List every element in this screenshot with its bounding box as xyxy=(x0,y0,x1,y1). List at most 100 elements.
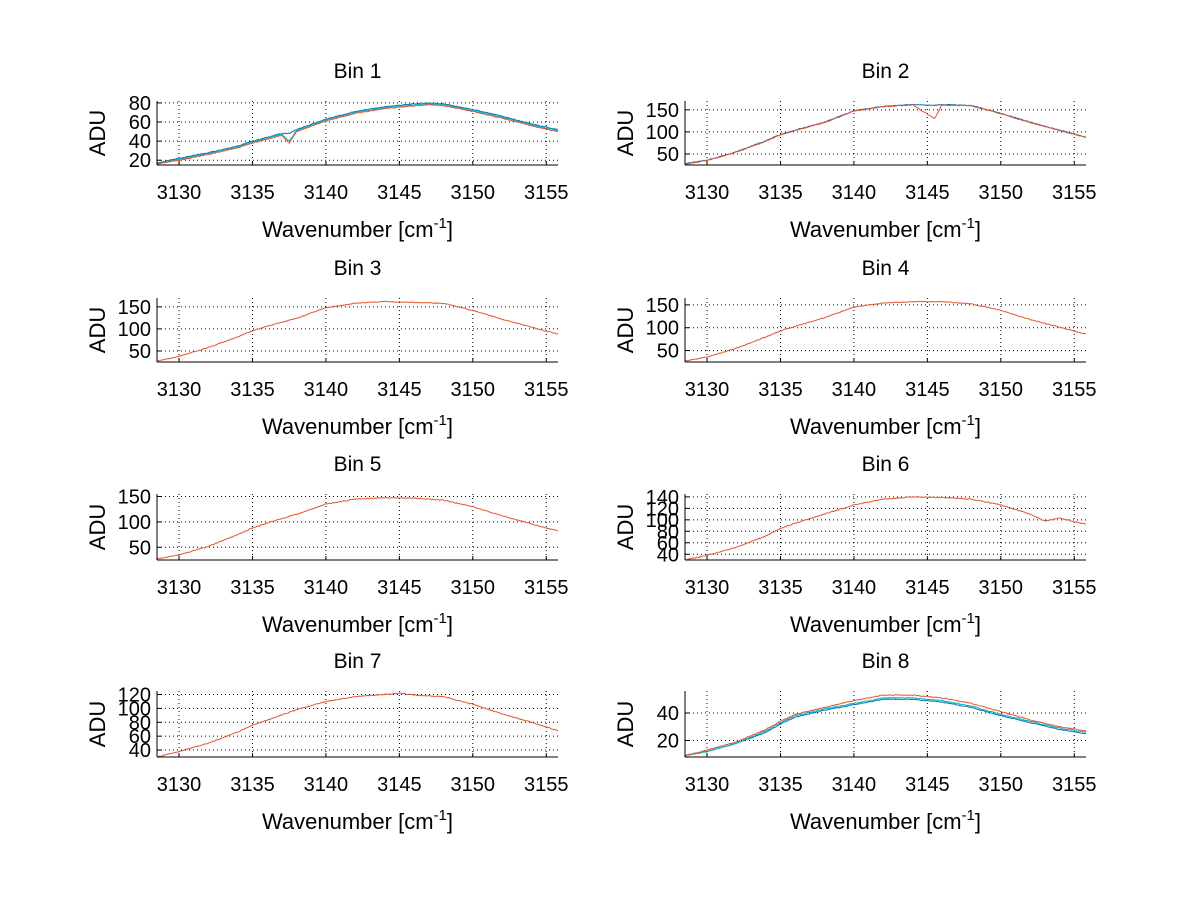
x-axis-label-bracket: ] xyxy=(447,809,453,834)
x-tick-label: 3145 xyxy=(377,182,422,204)
y-tick-label: 40 xyxy=(129,740,151,762)
y-axis-label: ADU xyxy=(85,110,110,156)
x-tick-label: 3130 xyxy=(157,577,202,599)
x-axis-label-text: Wavenumber [cm xyxy=(262,612,434,637)
x-axis-label-text: Wavenumber [cm xyxy=(262,217,434,242)
x-axis-label-superscript: -1 xyxy=(434,412,447,429)
y-axis-label: ADU xyxy=(613,504,638,550)
x-axis-label: Wavenumber [cm-1] xyxy=(262,215,453,242)
x-tick-label: 3150 xyxy=(451,379,496,401)
y-tick-label: 50 xyxy=(657,144,679,166)
y-tick-label: 50 xyxy=(129,341,151,363)
y-axis-label: ADU xyxy=(613,701,638,747)
x-axis-label-superscript: -1 xyxy=(962,807,975,824)
x-tick-label: 3130 xyxy=(685,182,730,204)
x-axis-label: Wavenumber [cm-1] xyxy=(790,215,981,242)
x-axis-label: Wavenumber [cm-1] xyxy=(790,807,981,834)
x-tick-label: 3150 xyxy=(979,182,1024,204)
chart-title: Bin 7 xyxy=(334,650,382,673)
series-line-1 xyxy=(156,496,559,560)
y-tick-label: 40 xyxy=(657,703,679,725)
x-tick-label: 3140 xyxy=(304,774,349,796)
x-axis-label: Wavenumber [cm-1] xyxy=(262,610,453,637)
x-axis-label-text: Wavenumber [cm xyxy=(790,809,962,834)
x-axis-label: Wavenumber [cm-1] xyxy=(790,412,981,439)
x-tick-label: 3145 xyxy=(377,577,422,599)
x-tick-label: 3140 xyxy=(832,379,877,401)
x-tick-label: 3135 xyxy=(758,182,803,204)
y-axis-label: ADU xyxy=(613,307,638,353)
x-tick-label: 3150 xyxy=(979,577,1024,599)
y-axis-label: ADU xyxy=(85,307,110,353)
series-line-3 xyxy=(684,694,1087,757)
x-tick-label: 3150 xyxy=(451,774,496,796)
y-axis-label: ADU xyxy=(613,110,638,156)
y-tick-label: 120 xyxy=(646,498,679,520)
y-tick-label: 150 xyxy=(118,297,151,319)
y-tick-label: 80 xyxy=(657,521,679,543)
x-tick-label: 3130 xyxy=(685,774,730,796)
x-tick-label: 3140 xyxy=(304,379,349,401)
x-tick-label: 3135 xyxy=(230,774,275,796)
x-tick-label: 3155 xyxy=(524,182,569,204)
x-axis-label-superscript: -1 xyxy=(434,807,447,824)
x-tick-label: 3140 xyxy=(832,182,877,204)
y-tick-label: 100 xyxy=(646,318,679,340)
subplot-bin-8: 3130 3135 3140 3145 3150 3155 20 40 Bin 8 Wavenum… xyxy=(613,650,1096,834)
y-tick-label: 150 xyxy=(646,295,679,317)
x-tick-label: 3150 xyxy=(451,577,496,599)
series-line-3 xyxy=(156,104,559,165)
x-tick-label: 3155 xyxy=(524,774,569,796)
subplot-bin-5: 3130 3135 3140 3145 3150 3155 50 100 150 Bin 5 Wav… xyxy=(85,453,568,637)
x-tick-label: 3155 xyxy=(1052,379,1097,401)
series-line-2 xyxy=(684,696,1086,757)
x-axis-label-bracket: ] xyxy=(975,612,981,637)
x-axis-label-bracket: ] xyxy=(975,809,981,834)
x-tick-label: 3135 xyxy=(758,577,803,599)
x-axis-label-superscript: -1 xyxy=(962,610,975,627)
series-line-1 xyxy=(156,692,559,758)
chart-title: Bin 6 xyxy=(862,453,910,476)
y-tick-label: 60 xyxy=(129,726,151,748)
x-tick-label: 3150 xyxy=(979,379,1024,401)
x-axis-label-bracket: ] xyxy=(447,217,453,242)
series-line-1 xyxy=(684,698,1087,757)
x-tick-label: 3155 xyxy=(1052,577,1097,599)
y-tick-label: 150 xyxy=(118,487,151,509)
x-tick-label: 3155 xyxy=(524,577,569,599)
y-tick-label: 120 xyxy=(118,684,151,706)
x-axis-label: Wavenumber [cm-1] xyxy=(262,412,453,439)
x-axis-label-bracket: ] xyxy=(975,217,981,242)
y-tick-label: 100 xyxy=(118,512,151,534)
x-tick-label: 3145 xyxy=(905,379,950,401)
y-tick-label: 100 xyxy=(118,319,151,341)
y-tick-label: 100 xyxy=(118,698,151,720)
x-tick-label: 3130 xyxy=(157,379,202,401)
x-tick-label: 3145 xyxy=(377,774,422,796)
x-tick-label: 3155 xyxy=(1052,774,1097,796)
x-axis-label-text: Wavenumber [cm xyxy=(790,217,962,242)
x-tick-label: 3145 xyxy=(905,577,950,599)
x-tick-label: 3145 xyxy=(905,774,950,796)
x-tick-label: 3135 xyxy=(758,774,803,796)
chart-title: Bin 4 xyxy=(862,257,910,280)
x-tick-label: 3150 xyxy=(979,774,1024,796)
y-tick-label: 40 xyxy=(129,131,151,153)
chart-title: Bin 8 xyxy=(862,650,910,673)
y-tick-label: 80 xyxy=(129,712,151,734)
y-tick-label: 60 xyxy=(129,112,151,134)
x-tick-label: 3155 xyxy=(1052,182,1097,204)
x-tick-label: 3140 xyxy=(832,577,877,599)
y-tick-label: 50 xyxy=(129,537,151,559)
x-axis-label-superscript: -1 xyxy=(962,412,975,429)
x-axis-label-text: Wavenumber [cm xyxy=(790,612,962,637)
x-axis-label-bracket: ] xyxy=(447,612,453,637)
series-line-2 xyxy=(684,104,1087,165)
x-tick-label: 3140 xyxy=(304,577,349,599)
x-tick-label: 3140 xyxy=(832,774,877,796)
